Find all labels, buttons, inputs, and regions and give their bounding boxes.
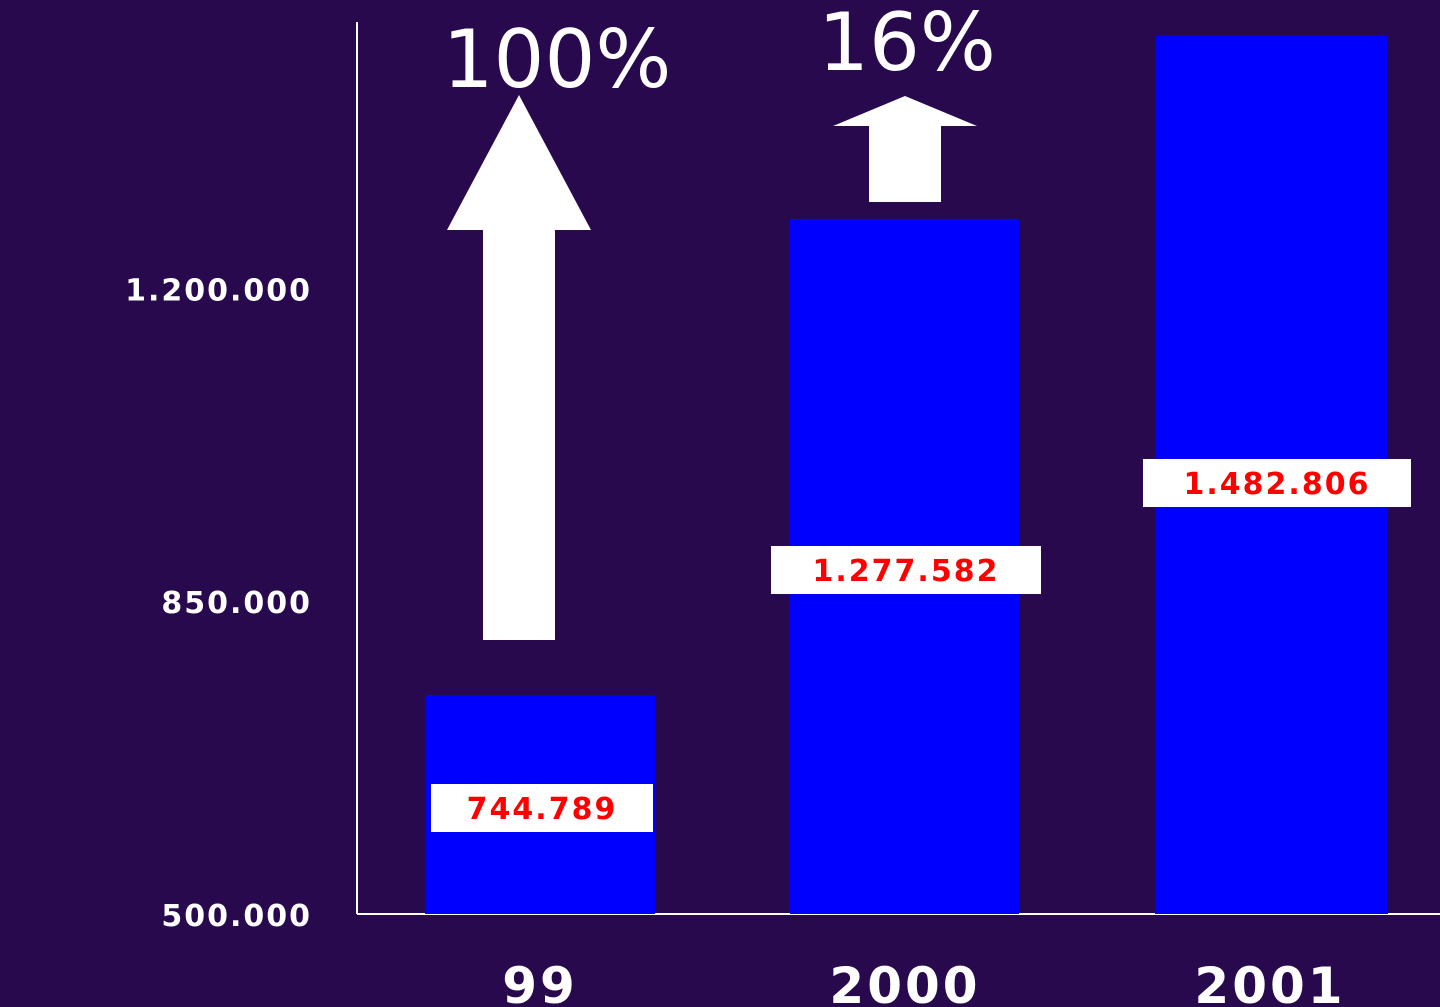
value-label-box [431, 784, 653, 832]
data-label: 1.482.806 [1184, 467, 1371, 502]
x-tick-label: 99 [502, 957, 578, 1007]
labels: 500.000 850.000 1.200.000 99 2000 2001 744.789… [125, 0, 1411, 1007]
data-label: 744.789 [467, 792, 618, 827]
up-arrow-icon [833, 96, 977, 202]
x-tick-label: 2001 [1194, 957, 1345, 1007]
data-label: 1.277.582 [813, 554, 1000, 589]
y-tick-label: 1.200.000 [125, 273, 312, 308]
growth-label: 16% [818, 0, 996, 89]
value-label-box [771, 546, 1041, 594]
y-tick-label: 500.000 [161, 899, 312, 934]
y-tick-label: 850.000 [161, 586, 312, 621]
growth-arrows [447, 95, 977, 640]
up-arrow-icon [447, 95, 591, 640]
value-label-box [1143, 459, 1411, 507]
x-tick-label: 2000 [829, 957, 980, 1007]
growth-label: 100% [443, 13, 672, 106]
